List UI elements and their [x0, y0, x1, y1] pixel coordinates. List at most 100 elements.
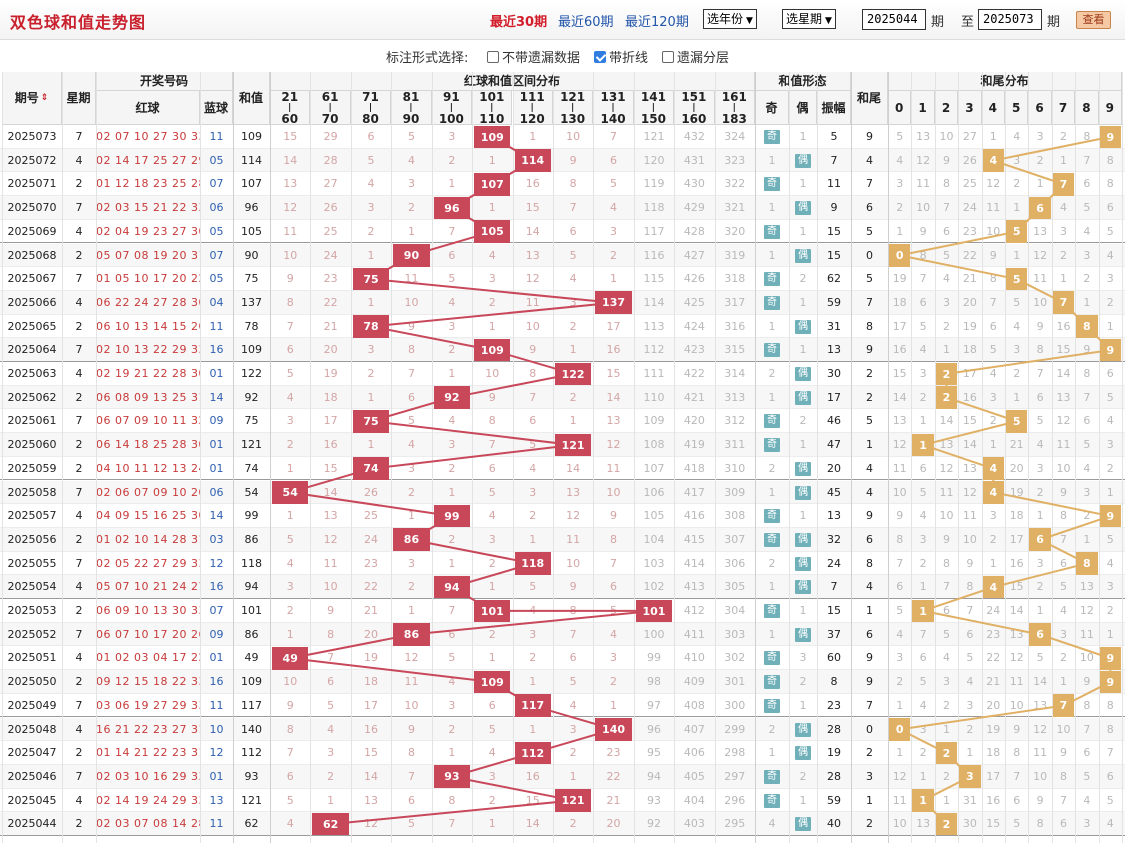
table-row: [0, 148, 1125, 173]
period-link-30[interactable]: 最近30期: [490, 15, 548, 30]
even-miss-cell: 1: [799, 793, 807, 807]
range-low: 161: [721, 89, 747, 104]
blue-ball-cell: 07: [209, 177, 224, 191]
checkbox-no-miss[interactable]: [487, 51, 499, 63]
miss-cell: 18: [323, 390, 338, 404]
miss-cell: 3: [286, 414, 294, 428]
tail-miss-cell: 2: [1036, 485, 1044, 499]
red-balls-cell: 06 07 09 10 11 32: [96, 414, 200, 428]
miss-cell: 15: [525, 201, 540, 215]
period-cell: 2025066: [7, 295, 57, 309]
period-link-60[interactable]: 最近60期: [558, 15, 614, 30]
miss-cell: 9: [407, 722, 415, 736]
weekday-cell: 4: [75, 793, 83, 807]
grid-line: [351, 72, 352, 843]
sum-cell: 75: [244, 414, 259, 428]
sum-hit-box: 92: [433, 386, 471, 409]
tail-miss-cell: 9: [966, 556, 974, 570]
header-period[interactable]: 期号 ⇕: [2, 72, 62, 125]
tail-miss-cell: 18: [892, 295, 907, 309]
red-balls-cell: 01 12 18 23 25 28: [96, 177, 200, 191]
miss-cell: 27: [323, 177, 338, 191]
miss-cell: 2: [448, 343, 456, 357]
tail-cell: 2: [866, 817, 873, 831]
period-link-120[interactable]: 最近120期: [625, 15, 689, 30]
option-line[interactable]: 带折线: [594, 47, 648, 66]
amp-cell: 13: [827, 509, 841, 523]
miss-cell: 8: [407, 746, 415, 760]
miss-cell: 21: [606, 793, 621, 807]
miss-cell: 312: [724, 414, 746, 428]
even-miss-cell: 1: [799, 509, 807, 523]
amp-cell: 24: [827, 556, 841, 570]
grid-line: [2, 72, 3, 843]
header-range: 141 | 150: [633, 91, 675, 125]
amp-cell: 32: [827, 532, 841, 546]
odd-badge: 奇: [764, 509, 780, 524]
tail-miss-cell: 20: [962, 295, 977, 309]
miss-cell: 1: [367, 295, 375, 309]
even-badge: 偶: [795, 485, 811, 500]
miss-cell: 110: [643, 390, 665, 404]
miss-cell: 5: [407, 414, 415, 428]
miss-cell: 12: [364, 817, 379, 831]
miss-cell: 316: [724, 319, 746, 333]
sum-cell: 121: [241, 438, 262, 452]
weekday-cell: 4: [75, 224, 83, 238]
tail-miss-cell: 6: [919, 461, 927, 475]
miss-cell: 6: [610, 153, 618, 167]
red-balls-cell: 02 19 21 22 28 30: [96, 367, 200, 380]
miss-cell: 8: [529, 367, 537, 380]
miss-cell: 97: [646, 698, 661, 712]
blue-ball-cell: 14: [209, 390, 224, 404]
sort-icon[interactable]: ⇕: [40, 92, 49, 103]
tail-miss-cell: 3: [1013, 343, 1021, 357]
even-badge: 偶: [795, 390, 811, 405]
period-cell: 2025072: [7, 153, 57, 167]
from-period-input[interactable]: 2025044: [862, 9, 926, 30]
miss-cell: 4: [327, 722, 335, 736]
tail-hit-box: 9: [1099, 338, 1121, 362]
tail-miss-cell: 7: [1059, 532, 1067, 546]
tail-cell: 2: [866, 367, 873, 380]
miss-cell: 1: [529, 675, 537, 689]
miss-cell: 9: [529, 343, 537, 357]
miss-cell: 1: [448, 485, 456, 499]
miss-cell: 4: [286, 556, 294, 570]
tail-miss-cell: 1: [1059, 153, 1067, 167]
option-no-miss[interactable]: 不带遗漏数据: [487, 47, 580, 66]
weekday-select[interactable]: 选星期 ▼: [782, 9, 836, 29]
odd-badge: 奇: [764, 793, 780, 808]
miss-cell: 320: [724, 224, 746, 238]
miss-cell: 1: [448, 556, 456, 570]
odd-miss-cell: 1: [768, 153, 776, 167]
miss-cell: 114: [643, 295, 665, 309]
tail-miss-cell: 4: [1059, 604, 1067, 617]
year-select[interactable]: 选年份 ▼: [703, 9, 757, 29]
miss-cell: 405: [683, 769, 705, 783]
red-balls-cell: 02 10 13 22 29 33: [96, 343, 200, 357]
query-button[interactable]: 查看: [1076, 11, 1111, 29]
tail-hit-box: 7: [1052, 172, 1075, 196]
miss-cell: 410: [683, 651, 705, 665]
checkbox-layer[interactable]: [662, 51, 674, 63]
sum-cell: 99: [244, 509, 259, 523]
miss-cell: 10: [566, 556, 581, 570]
tail-miss-cell: 13: [916, 817, 931, 831]
to-period-input[interactable]: 2025073: [978, 9, 1042, 30]
miss-cell: 2: [286, 438, 294, 452]
miss-cell: 10: [485, 367, 500, 380]
tail-miss-cell: 9: [1036, 319, 1044, 333]
option-layer[interactable]: 遗漏分层: [662, 47, 729, 66]
tail-miss-cell: 1: [896, 224, 904, 238]
miss-cell: 318: [724, 272, 746, 286]
checkbox-line[interactable]: [594, 51, 606, 63]
tail-miss-cell: 10: [1033, 769, 1048, 783]
tail-miss-cell: 1: [1106, 627, 1114, 641]
miss-cell: 24: [323, 248, 338, 262]
tail-miss-cell: 2: [1036, 580, 1044, 594]
miss-cell: 7: [448, 224, 456, 238]
sum-hit-box: 74: [352, 457, 390, 480]
range-low: 101: [479, 89, 505, 104]
tail-miss-cell: 2: [896, 201, 904, 215]
